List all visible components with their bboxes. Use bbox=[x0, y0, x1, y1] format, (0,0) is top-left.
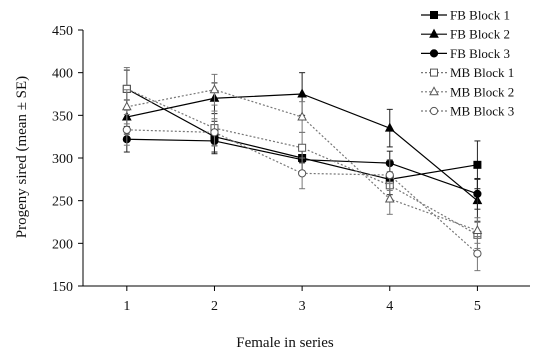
legend-label: MB Block 3 bbox=[450, 104, 514, 119]
y-tick-label: 300 bbox=[52, 152, 73, 167]
data-point-triangle bbox=[384, 122, 395, 132]
legend-label: MB Block 1 bbox=[450, 65, 514, 80]
x-tick-label: 2 bbox=[211, 299, 218, 314]
y-tick-label: 200 bbox=[52, 237, 73, 252]
data-point-circle bbox=[429, 106, 439, 116]
x-tick-label: 5 bbox=[474, 299, 481, 314]
data-point-triangle bbox=[297, 111, 307, 121]
y-tick-label: 450 bbox=[52, 24, 73, 39]
y-tick-label: 350 bbox=[52, 109, 73, 124]
legend-entry: MB Block 2 bbox=[421, 84, 514, 99]
legend-label: FB Block 1 bbox=[450, 8, 510, 23]
series-mb-block-2 bbox=[121, 73, 483, 244]
y-tick-label: 400 bbox=[52, 67, 73, 82]
legend: FB Block 1 FB Block 2 FB Block 3 MB Block 1… bbox=[421, 8, 514, 119]
data-point-square bbox=[473, 160, 482, 169]
data-point-triangle bbox=[472, 224, 483, 235]
x-axis-ticks: 1 2 3 4 5 bbox=[123, 286, 481, 314]
legend-label: MB Block 2 bbox=[450, 84, 514, 99]
data-point-square bbox=[430, 68, 438, 77]
legend-entry: MB Block 1 bbox=[421, 65, 514, 80]
y-axis-title: Progeny sired (mean ± SE) bbox=[14, 76, 30, 238]
series-mb-block-3 bbox=[122, 113, 482, 272]
data-point-square bbox=[298, 143, 307, 152]
data-point-triangle bbox=[429, 28, 439, 38]
data-point-triangle bbox=[121, 101, 132, 111]
legend-label: FB Block 3 bbox=[450, 46, 510, 61]
legend-entry: MB Block 3 bbox=[421, 104, 514, 119]
legend-entry: FB Block 2 bbox=[421, 27, 510, 42]
data-point-circle bbox=[122, 125, 131, 134]
y-tick-label: 150 bbox=[52, 280, 73, 295]
x-tick-label: 4 bbox=[386, 299, 393, 314]
legend-label: FB Block 2 bbox=[450, 27, 510, 42]
data-point-triangle bbox=[209, 84, 220, 94]
y-axis-ticks: 150 200 250 300 350 400 450 bbox=[52, 24, 83, 295]
x-tick-label: 3 bbox=[299, 299, 306, 314]
data-point-circle bbox=[210, 128, 219, 137]
series-fb-block-2 bbox=[121, 72, 483, 223]
data-point-circle bbox=[429, 49, 439, 58]
data-point-square bbox=[430, 11, 438, 19]
data-point-triangle bbox=[384, 193, 395, 203]
legend-entry: FB Block 1 bbox=[421, 8, 510, 23]
data-point-circle bbox=[298, 169, 307, 178]
x-tick-label: 1 bbox=[123, 299, 130, 314]
data-point-circle bbox=[473, 189, 482, 198]
data-point-triangle bbox=[297, 88, 307, 98]
legend-entry: FB Block 3 bbox=[421, 46, 510, 61]
y-tick-label: 250 bbox=[52, 195, 73, 210]
x-axis-title: Female in series bbox=[236, 335, 334, 351]
data-point-circle bbox=[385, 170, 394, 180]
series-layer bbox=[121, 67, 483, 272]
data-point-triangle bbox=[429, 86, 439, 96]
data-point-circle bbox=[473, 249, 482, 258]
